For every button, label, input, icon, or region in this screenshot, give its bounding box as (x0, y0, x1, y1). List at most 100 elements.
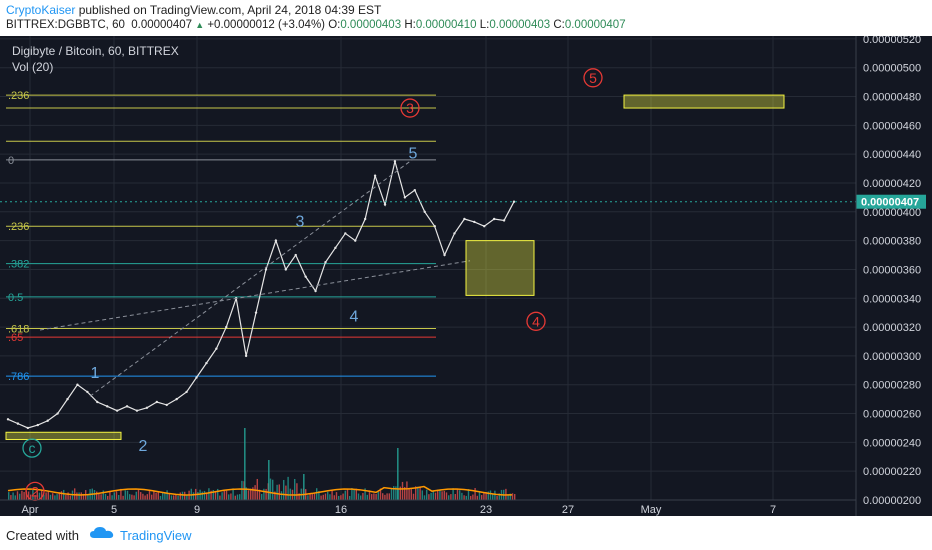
volume-bar (485, 492, 487, 500)
volume-bar (428, 494, 430, 500)
volume-bar (268, 460, 270, 500)
volume-bar (16, 491, 19, 500)
volume-bar (476, 495, 478, 500)
volume-bar (258, 489, 261, 500)
volume-bar (320, 495, 322, 500)
y-tick-label: 0.00000200 (863, 495, 921, 507)
volume-bar (454, 494, 456, 500)
volume-bar (184, 491, 186, 500)
trendline-upper (89, 159, 413, 397)
volume-bar (181, 491, 184, 500)
price-chart-svg[interactable]: .236 0 .236 .382 0.5 .618.65 .786 0.00000407 1 2… (0, 36, 932, 516)
publish-line: CryptoKaiser published on TradingView.co… (6, 3, 381, 17)
price-point (46, 419, 49, 422)
price-point (86, 390, 89, 394)
volume-bar (192, 492, 195, 500)
volume-bar (27, 491, 30, 500)
volume-bar (465, 495, 467, 500)
volume-bar (478, 491, 481, 500)
volume-bar (232, 488, 234, 500)
volume-bar (159, 495, 162, 500)
grid (0, 36, 856, 501)
volume-bar (109, 491, 111, 500)
volume-bar (38, 492, 41, 500)
volume-bar (166, 490, 168, 500)
volume-bar (252, 487, 254, 500)
volume-bar (54, 495, 56, 500)
volume-bar (375, 493, 377, 500)
fib-level-label: 0.5 (8, 292, 23, 304)
price-point (294, 253, 297, 257)
volume-bar (511, 493, 514, 500)
volume-bar (63, 489, 65, 500)
price-point (254, 311, 258, 314)
volume-bar (126, 490, 129, 500)
price-point (175, 397, 178, 401)
trendline-lower (39, 260, 471, 331)
volume-bar (419, 486, 421, 500)
tradingview-link[interactable]: TradingView (120, 528, 192, 543)
price-point (185, 390, 188, 394)
volume-bar (155, 492, 157, 500)
volume-bar (41, 490, 43, 500)
volume-bar (481, 495, 483, 500)
volume-bar (76, 492, 78, 500)
price-series (6, 160, 516, 430)
volume-bar (384, 494, 386, 500)
volume-bar (382, 493, 384, 500)
volume-bar (311, 494, 313, 500)
wave-label: 2 (31, 483, 39, 499)
volume-bar (250, 488, 252, 500)
volume-bar (212, 489, 214, 500)
volume-bar (492, 493, 494, 500)
volume-bar (430, 492, 432, 500)
volume-bar (118, 494, 120, 500)
volume-bar (32, 488, 34, 500)
fib-level-label: .65 (8, 332, 23, 344)
volume-bar (144, 495, 146, 500)
volume-bar (496, 495, 498, 500)
author-link[interactable]: CryptoKaiser (6, 3, 76, 17)
volume-bar (120, 488, 122, 500)
volume-bar (157, 492, 159, 500)
volume-bar (102, 490, 104, 500)
chart-area[interactable]: .236 0 .236 .382 0.5 .618.65 .786 0.00000407 1 2… (0, 36, 932, 516)
volume-bar (327, 491, 329, 500)
y-tick-label: 0.00000320 (863, 322, 921, 334)
volume-bar (331, 490, 333, 500)
volume-bar (234, 495, 236, 500)
price-point (215, 347, 218, 350)
volume-bar (14, 495, 16, 500)
volume-bar (406, 481, 408, 500)
wave-label: 2 (139, 438, 148, 455)
volume-bars (7, 428, 516, 500)
volume-bar (445, 492, 448, 500)
volume-bar (210, 490, 212, 500)
volume-bar (377, 491, 379, 500)
price-point (165, 403, 168, 407)
volume-bar (164, 493, 166, 500)
volume-bar (514, 494, 516, 500)
wave-label-circle (22, 438, 42, 458)
fib-level-label: .786 (8, 371, 29, 383)
close-label: C: (553, 19, 565, 31)
volume-bar (124, 490, 126, 500)
tradingview-cloud-icon (89, 526, 115, 540)
volume-bar (467, 489, 470, 500)
volume-bar (388, 493, 390, 500)
price-point (344, 232, 347, 235)
volume-bar (498, 493, 500, 500)
volume-bar (393, 486, 395, 500)
volume-bar (452, 488, 454, 500)
volume-bar (239, 494, 241, 500)
wave-label: 4 (532, 313, 540, 329)
volume-bar (162, 492, 164, 500)
chart-header: CryptoKaiser published on TradingView.co… (0, 0, 932, 36)
price-point (314, 289, 317, 293)
volume-bar (186, 495, 188, 500)
x-tick-label: 16 (335, 504, 347, 516)
wave-label: 5 (589, 70, 597, 86)
target-box-c (5, 431, 122, 440)
volume-bar (360, 495, 362, 500)
volume-bar (60, 491, 63, 500)
